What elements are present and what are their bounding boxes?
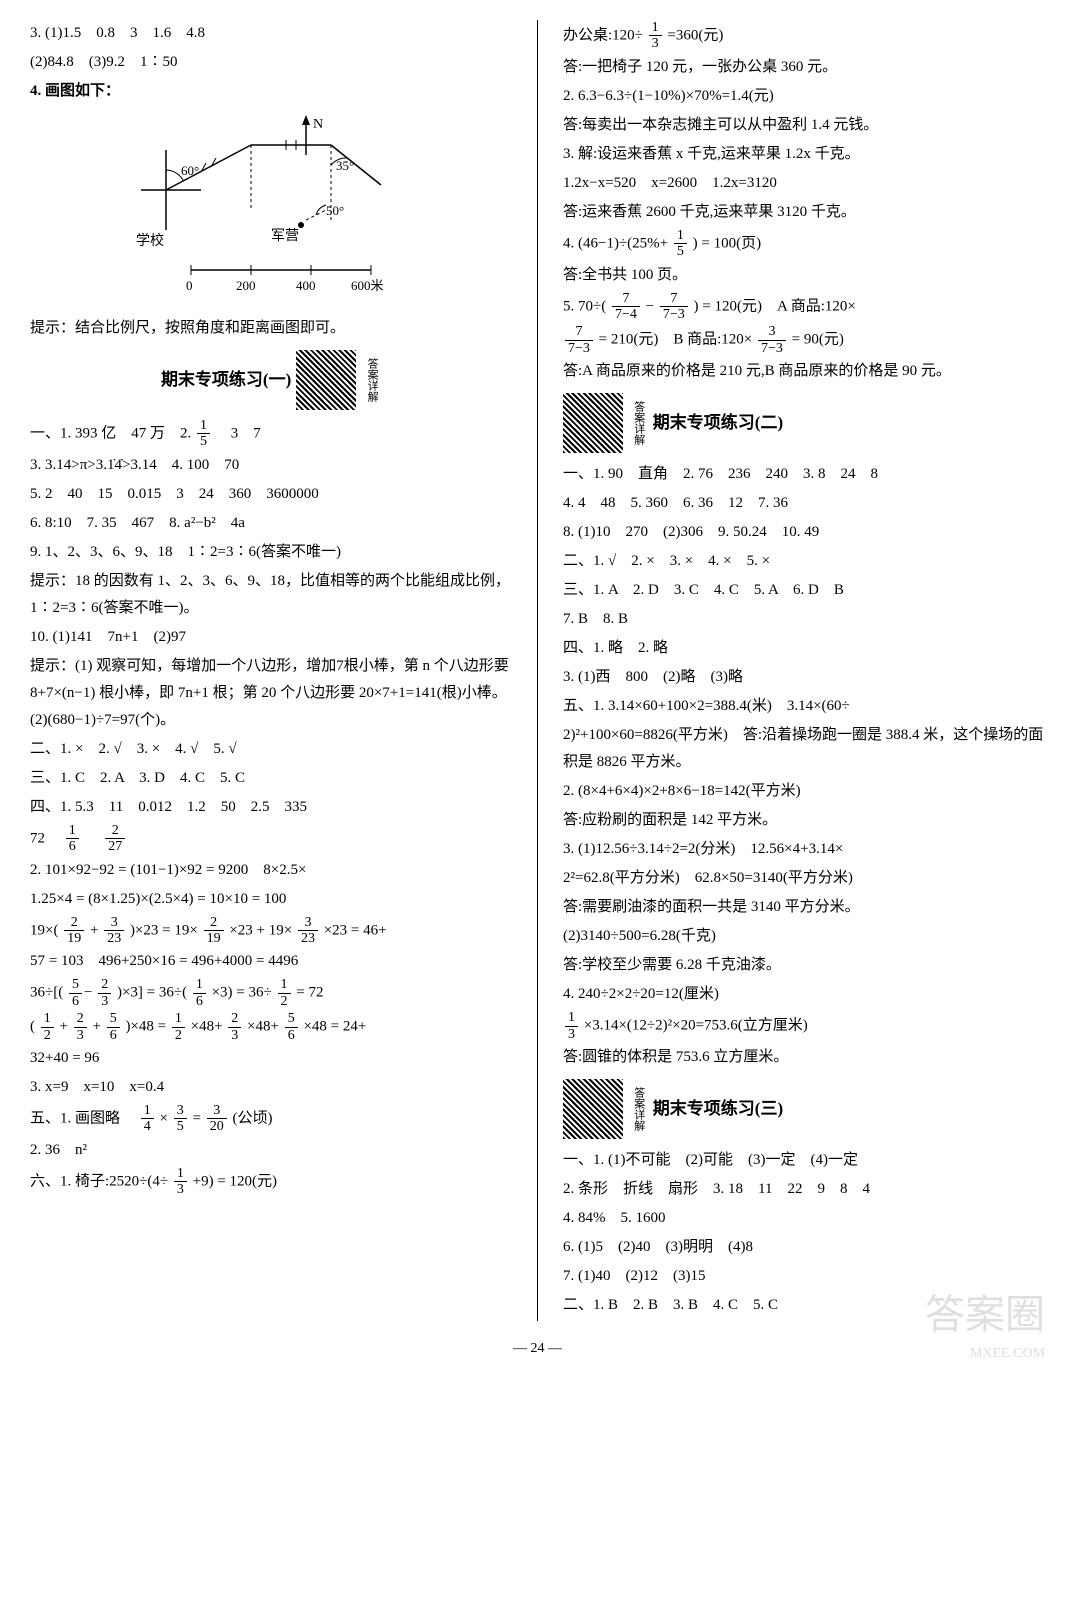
text-line: 四、1. 5.3 11 0.012 1.2 50 2.5 335 [30,794,512,821]
text-line: 三、1. A 2. D 3. C 4. C 5. A 6. D B [563,577,1045,604]
left-column: 3. (1)1.5 0.8 3 1.6 4.8 (2)84.8 (3)9.2 1… [30,20,512,1321]
text-line: 五、1. 画图略 14 × 35 = 320 (公顷) [30,1103,512,1135]
exam2-title: 期末专项练习(二) [653,408,783,439]
text-line: 36÷[( 56− 23 )×3] = 36÷( 16 ×3) = 36÷ 12… [30,977,512,1009]
text-line: 答:全书共 100 页。 [563,262,1045,289]
text-line: 3. x=9 x=10 x=0.4 [30,1074,512,1101]
north-label: N [313,117,323,132]
text-line: 4. 84% 5. 1600 [563,1205,1045,1232]
text-line: 32+40 = 96 [30,1045,512,1072]
column-divider [537,20,538,1321]
text-line: 57 = 103 496+250×16 = 496+4000 = 4496 [30,948,512,975]
text-line: 9. 1、2、3、6、9、18 1∶2=3∶6(答案不唯一) [30,539,512,566]
hint-text: 提示：18 的因数有 1、2、3、6、9、18，比值相等的两个比能组成比例，1∶… [30,568,512,622]
text-line: ( 12 + 23 + 56 )×48 = 12 ×48+ 23 ×48+ 56… [30,1011,512,1043]
text-line: 4. (46−1)÷(25%+ 15 ) = 100(页) [563,228,1045,260]
text-line: 2. 36 n² [30,1137,512,1164]
text-line: 答:需要刷油漆的面积一共是 3140 平方分米。 [563,894,1045,921]
fraction: 227 [105,823,125,855]
exam2-header: 答案详解 期末专项练习(二) [563,393,1045,453]
text-line: 答:每卖出一本杂志摊主可以从中盈利 1.4 元钱。 [563,112,1045,139]
text-line: 7. B 8. B [563,606,1045,633]
text-line: 答:一把椅子 120 元，一张办公桌 360 元。 [563,54,1045,81]
text-line: 办公桌:120÷ 13 =360(元) [563,20,1045,52]
qr-label: 答案详解 [361,358,381,402]
text-line: 2. (8×4+6×4)×2+8×6−18=142(平方米) [563,778,1045,805]
svg-text:600米: 600米 [351,278,384,293]
text-line: 8. (1)10 270 (2)306 9. 50.24 10. 49 [563,519,1045,546]
text-line: (2)3140÷500=6.28(千克) [563,923,1045,950]
text-line: 答:运来香蕉 2600 千克,运来苹果 3120 千克。 [563,199,1045,226]
text-line: 6. 8:10 7. 35 467 8. a²−b² 4a [30,510,512,537]
page-number: — 24 — [30,1336,1045,1361]
text-line: 5. 70÷( 77−4 − 77−3 ) = 120(元) A 商品:120× [563,291,1045,323]
map-diagram: N 学校 60° [131,110,411,310]
qr-code-icon [563,1079,623,1139]
exam1-title: 期末专项练习(一) [161,365,291,396]
text-line: 10. (1)141 7n+1 (2)97 [30,624,512,651]
fraction: 16 [66,823,79,855]
text-line: 4. 画图如下： [30,78,512,105]
svg-text:50°: 50° [326,203,344,218]
qr-code-icon [563,393,623,453]
svg-text:60°: 60° [181,163,199,178]
right-column: 办公桌:120÷ 13 =360(元) 答:一把椅子 120 元，一张办公桌 3… [563,20,1045,1321]
text-line: 3. (1)12.56÷3.14÷2=2(分米) 12.56×4+3.14× [563,836,1045,863]
text-line: 4. 240÷2×2÷20=12(厘米) [563,981,1045,1008]
text-line: (2)84.8 (3)9.2 1∶50 [30,49,512,76]
text-line: 一、1. 90 直角 2. 76 236 240 3. 8 24 8 [563,461,1045,488]
text-line: 3. 3.14>π>3.1̇4̇>3.14 4. 100 70 [30,452,512,479]
text-line: 3. (1)1.5 0.8 3 1.6 4.8 [30,20,512,47]
text-line: 答:学校至少需要 6.28 千克油漆。 [563,952,1045,979]
text-line: 1.25×4 = (8×1.25)×(2.5×4) = 10×10 = 100 [30,886,512,913]
svg-text:0: 0 [186,278,193,293]
text-line: 3. (1)西 800 (2)略 (3)略 [563,664,1045,691]
text-line: 答:圆锥的体积是 753.6 立方厘米。 [563,1044,1045,1071]
text-line: 13 ×3.14×(12÷2)²×20=753.6(立方厘米) [563,1010,1045,1042]
hint-text: 提示：(1) 观察可知，每增加一个八边形，增加7根小棒，第 n 个八边形要 8+… [30,653,512,734]
text-line: 四、1. 略 2. 略 [563,635,1045,662]
text-line: 答:应粉刷的面积是 142 平方米。 [563,807,1045,834]
text-line: 五、1. 3.14×60+100×2=388.4(米) 3.14×(60÷ [563,693,1045,720]
svg-text:200: 200 [236,278,256,293]
text-line: 72 16 227 [30,823,512,855]
svg-text:35°: 35° [336,158,354,173]
exam1-header: 期末专项练习(一) 答案详解 [30,350,512,410]
text-line: 2. 6.3−6.3÷(1−10%)×70%=1.4(元) [563,83,1045,110]
text-line: 1.2x−x=520 x=2600 1.2x=3120 [563,170,1045,197]
fraction: 15 [197,418,210,450]
hint-text: 提示：结合比例尺，按照角度和距离画图即可。 [30,315,512,342]
text-line: 19×( 219 + 323 )×23 = 19× 219 ×23 + 19× … [30,915,512,947]
text-line: 2. 条形 折线 扇形 3. 18 11 22 9 8 4 [563,1176,1045,1203]
svg-text:军营: 军营 [271,228,299,244]
text-line: 二、1. × 2. √ 3. × 4. √ 5. √ [30,736,512,763]
text-line: 6. (1)5 (2)40 (3)明明 (4)8 [563,1234,1045,1261]
text-line: 答:A 商品原来的价格是 210 元,B 商品原来的价格是 90 元。 [563,358,1045,385]
text-line: 一、1. 393 亿 47 万 2. 15 3 7 [30,418,512,450]
text-line: 5. 2 40 15 0.015 3 24 360 3600000 [30,481,512,508]
school-label: 学校 [136,232,164,249]
text-line: 一、1. (1)不可能 (2)可能 (3)一定 (4)一定 [563,1147,1045,1174]
text-line: 六、1. 椅子:2520÷(4÷ 13 +9) = 120(元) [30,1166,512,1198]
qr-code-icon [296,350,356,410]
exam3-title: 期末专项练习(三) [653,1094,783,1125]
svg-text:400: 400 [296,278,316,293]
qr-label: 答案详解 [628,401,648,445]
text-line: 77−3 = 210(元) B 商品:120× 37−3 = 90(元) [563,324,1045,356]
text-line: 2. 101×92−92 = (101−1)×92 = 9200 8×2.5× [30,857,512,884]
text-line: 三、1. C 2. A 3. D 4. C 5. C [30,765,512,792]
page-container: 3. (1)1.5 0.8 3 1.6 4.8 (2)84.8 (3)9.2 1… [30,20,1045,1321]
text-line: 2²=62.8(平方分米) 62.8×50=3140(平方分米) [563,865,1045,892]
text-line: 二、1. √ 2. × 3. × 4. × 5. × [563,548,1045,575]
qr-label: 答案详解 [628,1087,648,1131]
watermark-url: MXEE.COM [970,1341,1045,1366]
text-line: 2)²+100×60=8826(平方米) 答:沿着操场跑一圈是 388.4 米，… [563,722,1045,776]
text-line: 3. 解:设运来香蕉 x 千克,运来苹果 1.2x 千克。 [563,141,1045,168]
exam3-header: 答案详解 期末专项练习(三) [563,1079,1045,1139]
text-line: 4. 4 48 5. 360 6. 36 12 7. 36 [563,490,1045,517]
